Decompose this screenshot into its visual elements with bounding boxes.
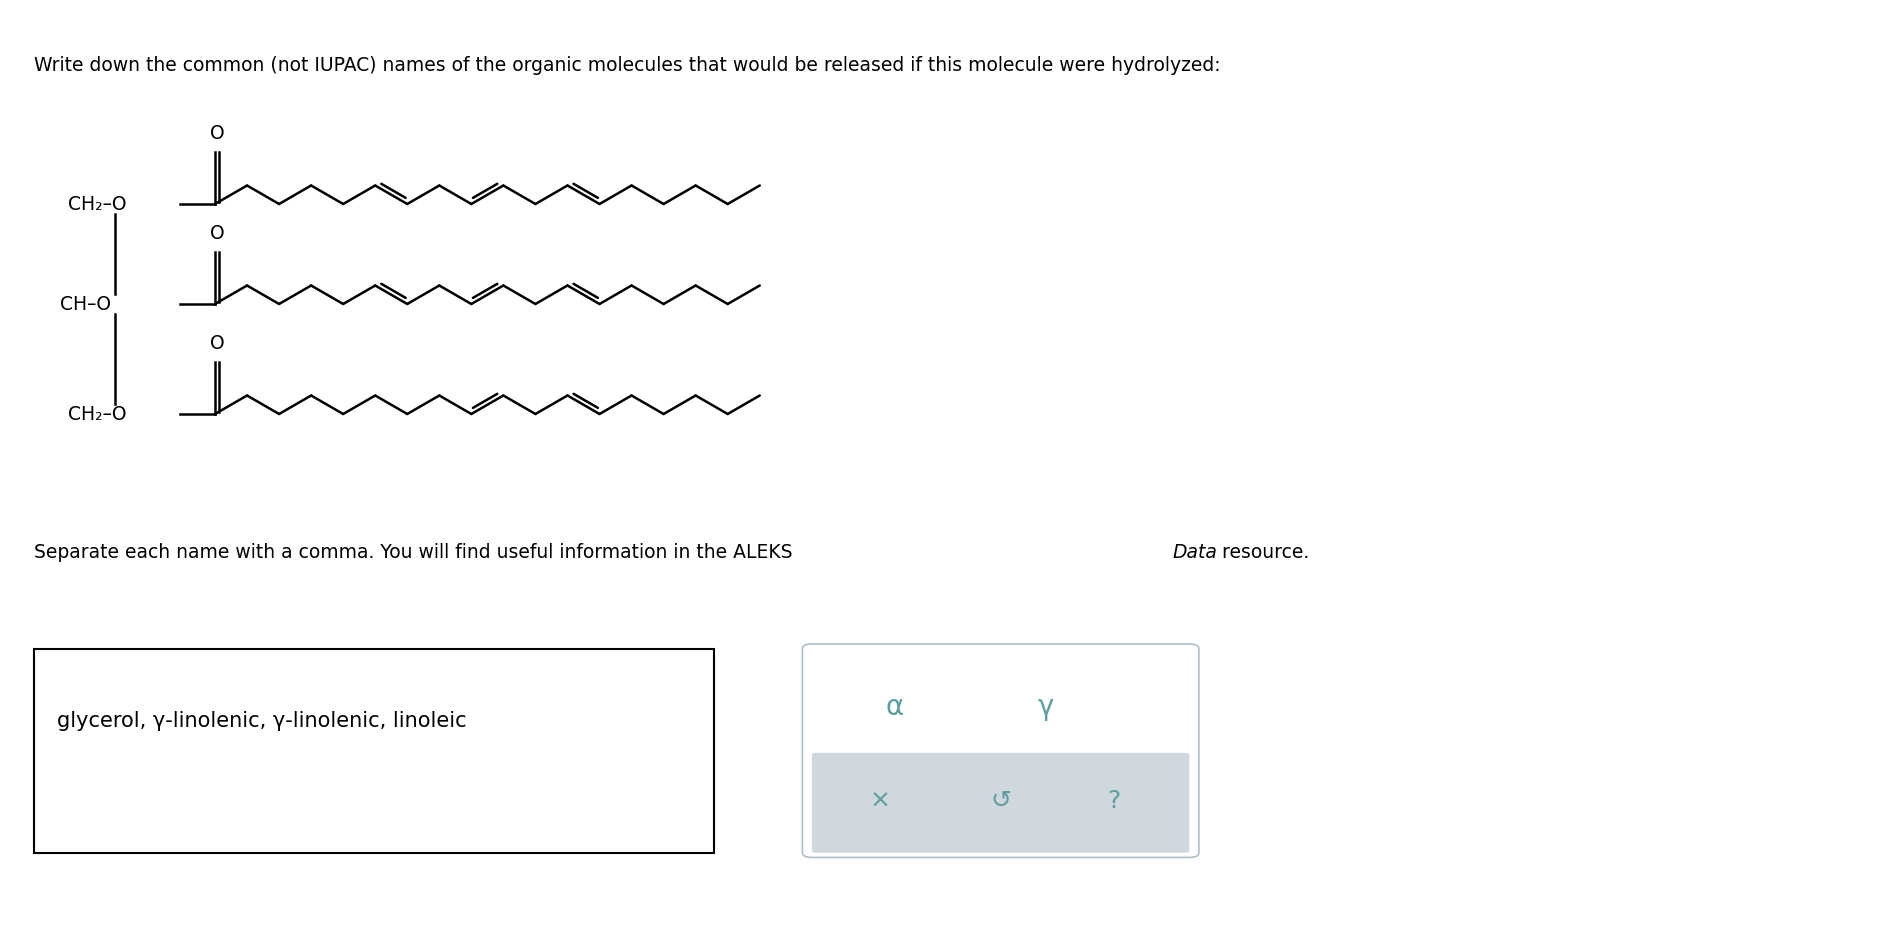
Text: α: α bbox=[885, 692, 904, 720]
Text: CH₂–O: CH₂–O bbox=[68, 405, 126, 424]
Text: ?: ? bbox=[1106, 788, 1121, 812]
Text: Data: Data bbox=[1172, 542, 1218, 561]
Text: glycerol, γ-linolenic, γ-linolenic, linoleic: glycerol, γ-linolenic, γ-linolenic, lino… bbox=[57, 710, 466, 730]
Text: CH₂–O: CH₂–O bbox=[68, 196, 126, 214]
Text: O: O bbox=[210, 334, 225, 352]
Text: γ: γ bbox=[1038, 692, 1054, 720]
Text: O: O bbox=[210, 223, 225, 243]
Text: Separate each name with a comma. You will find useful information in the ALEKS: Separate each name with a comma. You wil… bbox=[34, 542, 799, 561]
Text: ↺: ↺ bbox=[989, 788, 1012, 812]
Text: Write down the common (not IUPAC) names of the organic molecules that would be r: Write down the common (not IUPAC) names … bbox=[34, 56, 1222, 74]
Text: ×: × bbox=[868, 788, 891, 812]
Text: resource.: resource. bbox=[1216, 542, 1308, 561]
Text: CH–O: CH–O bbox=[60, 295, 111, 314]
Text: O: O bbox=[210, 124, 225, 143]
